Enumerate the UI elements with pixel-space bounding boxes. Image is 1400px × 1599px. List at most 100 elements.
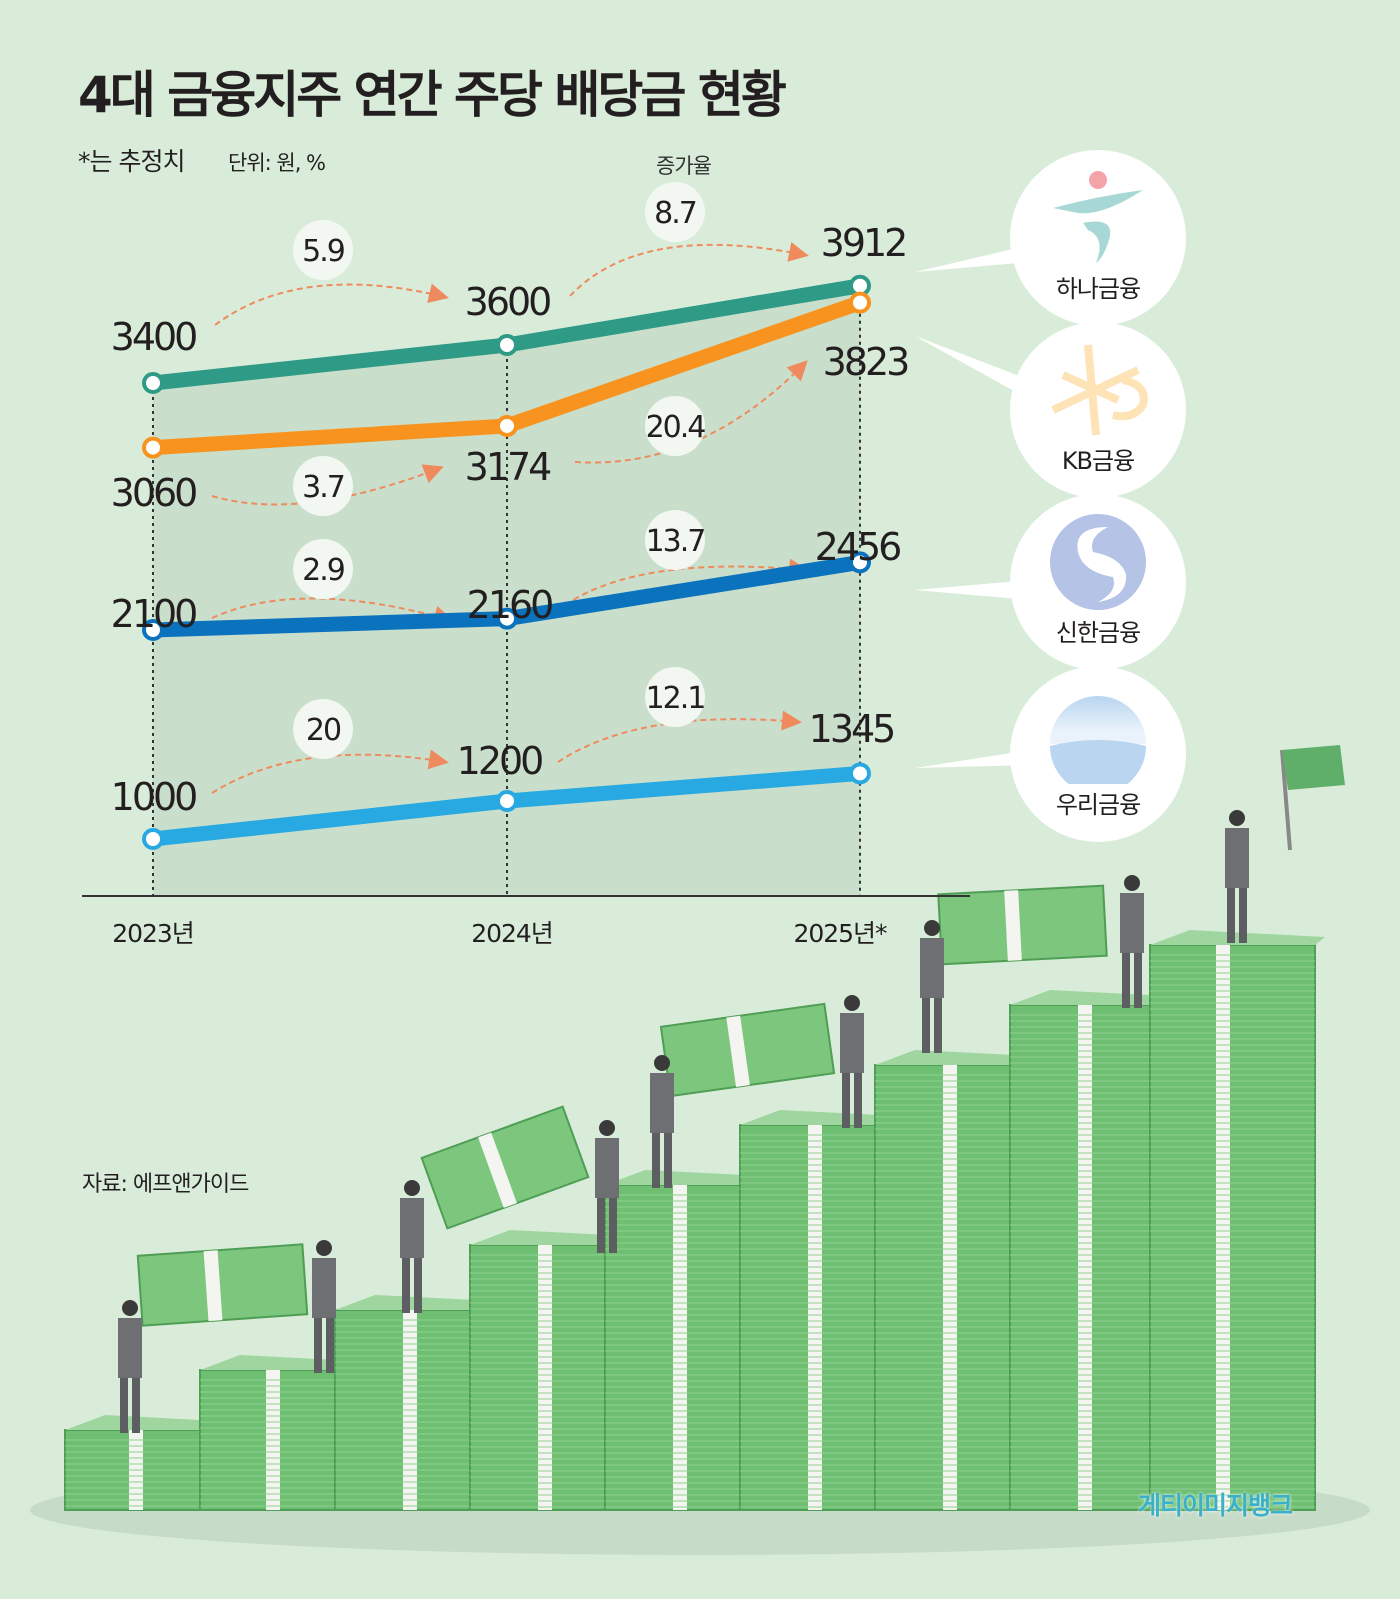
data-point (849, 762, 871, 785)
person-leg (326, 1318, 334, 1373)
person-leg (854, 1073, 862, 1128)
growth-arrow (211, 597, 454, 626)
money-band (943, 1065, 957, 1510)
data-label: 3400 (111, 315, 197, 359)
person-leg (1227, 888, 1235, 943)
growth-arrow (569, 242, 809, 297)
growth-rate-label: 12.1 (646, 681, 705, 716)
data-point (496, 790, 518, 812)
logo-callout-pointer (915, 580, 1030, 600)
kb-star-logo-icon (1048, 340, 1148, 440)
person-head (924, 920, 940, 936)
money-stack-top (1150, 930, 1325, 945)
money-band (1216, 945, 1230, 1510)
growth-bubble (645, 667, 705, 727)
person-body (312, 1258, 336, 1318)
logo-callout-pointer (915, 750, 1030, 768)
dividend-line-chart: 2023년 2024년 2025년* 3400 3600 3912 5.9 8.7 3060 31… (82, 182, 1030, 948)
woori-logo-icon (1048, 684, 1148, 794)
person-leg (1239, 888, 1247, 943)
data-label: 3600 (465, 280, 551, 324)
growth-arrow (214, 283, 449, 326)
person-head (404, 1180, 420, 1196)
money-band (673, 1185, 687, 1510)
data-label: 3823 (823, 340, 909, 384)
data-point (142, 828, 164, 850)
person-leg (842, 1073, 850, 1128)
data-point (496, 334, 518, 356)
person-body (400, 1198, 424, 1258)
person-head (599, 1120, 615, 1136)
person-leg (597, 1198, 605, 1253)
person-body (1225, 828, 1249, 888)
logo-badge-2: 신한금융 (1010, 494, 1186, 670)
data-point (142, 436, 164, 459)
data-point (849, 551, 871, 574)
data-label: 2160 (467, 583, 553, 627)
watermark: 게티이미지뱅크 (1138, 1491, 1293, 1520)
data-label: 3912 (821, 221, 906, 265)
data-label: 3060 (111, 471, 197, 515)
person-leg (120, 1378, 128, 1433)
data-point (142, 619, 164, 641)
estimate-note: *는 추정치 (78, 147, 185, 176)
data-point (496, 414, 518, 437)
logo-label: KB금융 (1061, 447, 1135, 475)
data-label: 1000 (111, 775, 197, 819)
logo-label: 하나금융 (1055, 275, 1141, 303)
logo-callout-pointer (915, 245, 1030, 272)
person-leg (1122, 953, 1130, 1008)
person-leg (402, 1258, 410, 1313)
money-stack-top (1010, 990, 1190, 1005)
growth-bubble (645, 396, 705, 456)
person-head (316, 1240, 332, 1256)
person-body (920, 938, 944, 998)
logo-label: 우리금융 (1055, 791, 1141, 819)
data-label: 2456 (815, 525, 901, 569)
data-point (496, 607, 518, 630)
bundle-band (478, 1132, 517, 1208)
person-leg (934, 998, 942, 1053)
person-head (844, 995, 860, 1011)
growth-bubble (293, 699, 353, 759)
person-body (595, 1138, 619, 1198)
source-label: 자료: 에프앤가이드 (82, 1172, 249, 1197)
logo-badge-0: 하나금융 (1010, 150, 1186, 326)
person-body (118, 1318, 142, 1378)
person-leg (1134, 953, 1142, 1008)
data-point (142, 372, 164, 394)
logo-callout-pointer (915, 336, 1030, 400)
growth-rate-label: 20.4 (646, 410, 706, 445)
money-stack (1149, 944, 1316, 1511)
person-leg (652, 1133, 660, 1188)
flag-icon (1282, 745, 1345, 790)
person-head (122, 1300, 138, 1316)
person-leg (922, 998, 930, 1053)
money-band (808, 1125, 822, 1510)
data-label: 3174 (465, 445, 552, 489)
unit-label: 단위: 원, % (228, 151, 326, 175)
x-tick-label: 2024년 (471, 919, 553, 948)
data-point (849, 291, 871, 314)
person-leg (609, 1198, 617, 1253)
floating-money-bundle (420, 1105, 590, 1230)
growth-bubble (645, 182, 705, 242)
growth-rate-label: 5.9 (302, 234, 344, 269)
person-head (1124, 875, 1140, 891)
person-head (1229, 810, 1245, 826)
growth-bubble (293, 220, 353, 280)
money-band (538, 1245, 552, 1510)
growth-rate-label: 증가율 (656, 154, 712, 178)
person-leg (664, 1133, 672, 1188)
data-label: 1345 (809, 707, 894, 751)
person-body (1120, 893, 1144, 953)
floating-money-bundle (937, 884, 1108, 966)
logo-label: 신한금융 (1055, 619, 1141, 647)
money-stack-top (65, 1415, 235, 1430)
growth-bubble (645, 510, 705, 570)
bundle-body (136, 1243, 309, 1327)
person-leg (132, 1378, 140, 1433)
x-tick-label: 2023년 (112, 919, 194, 948)
growth-rate-label: 20 (306, 713, 341, 748)
